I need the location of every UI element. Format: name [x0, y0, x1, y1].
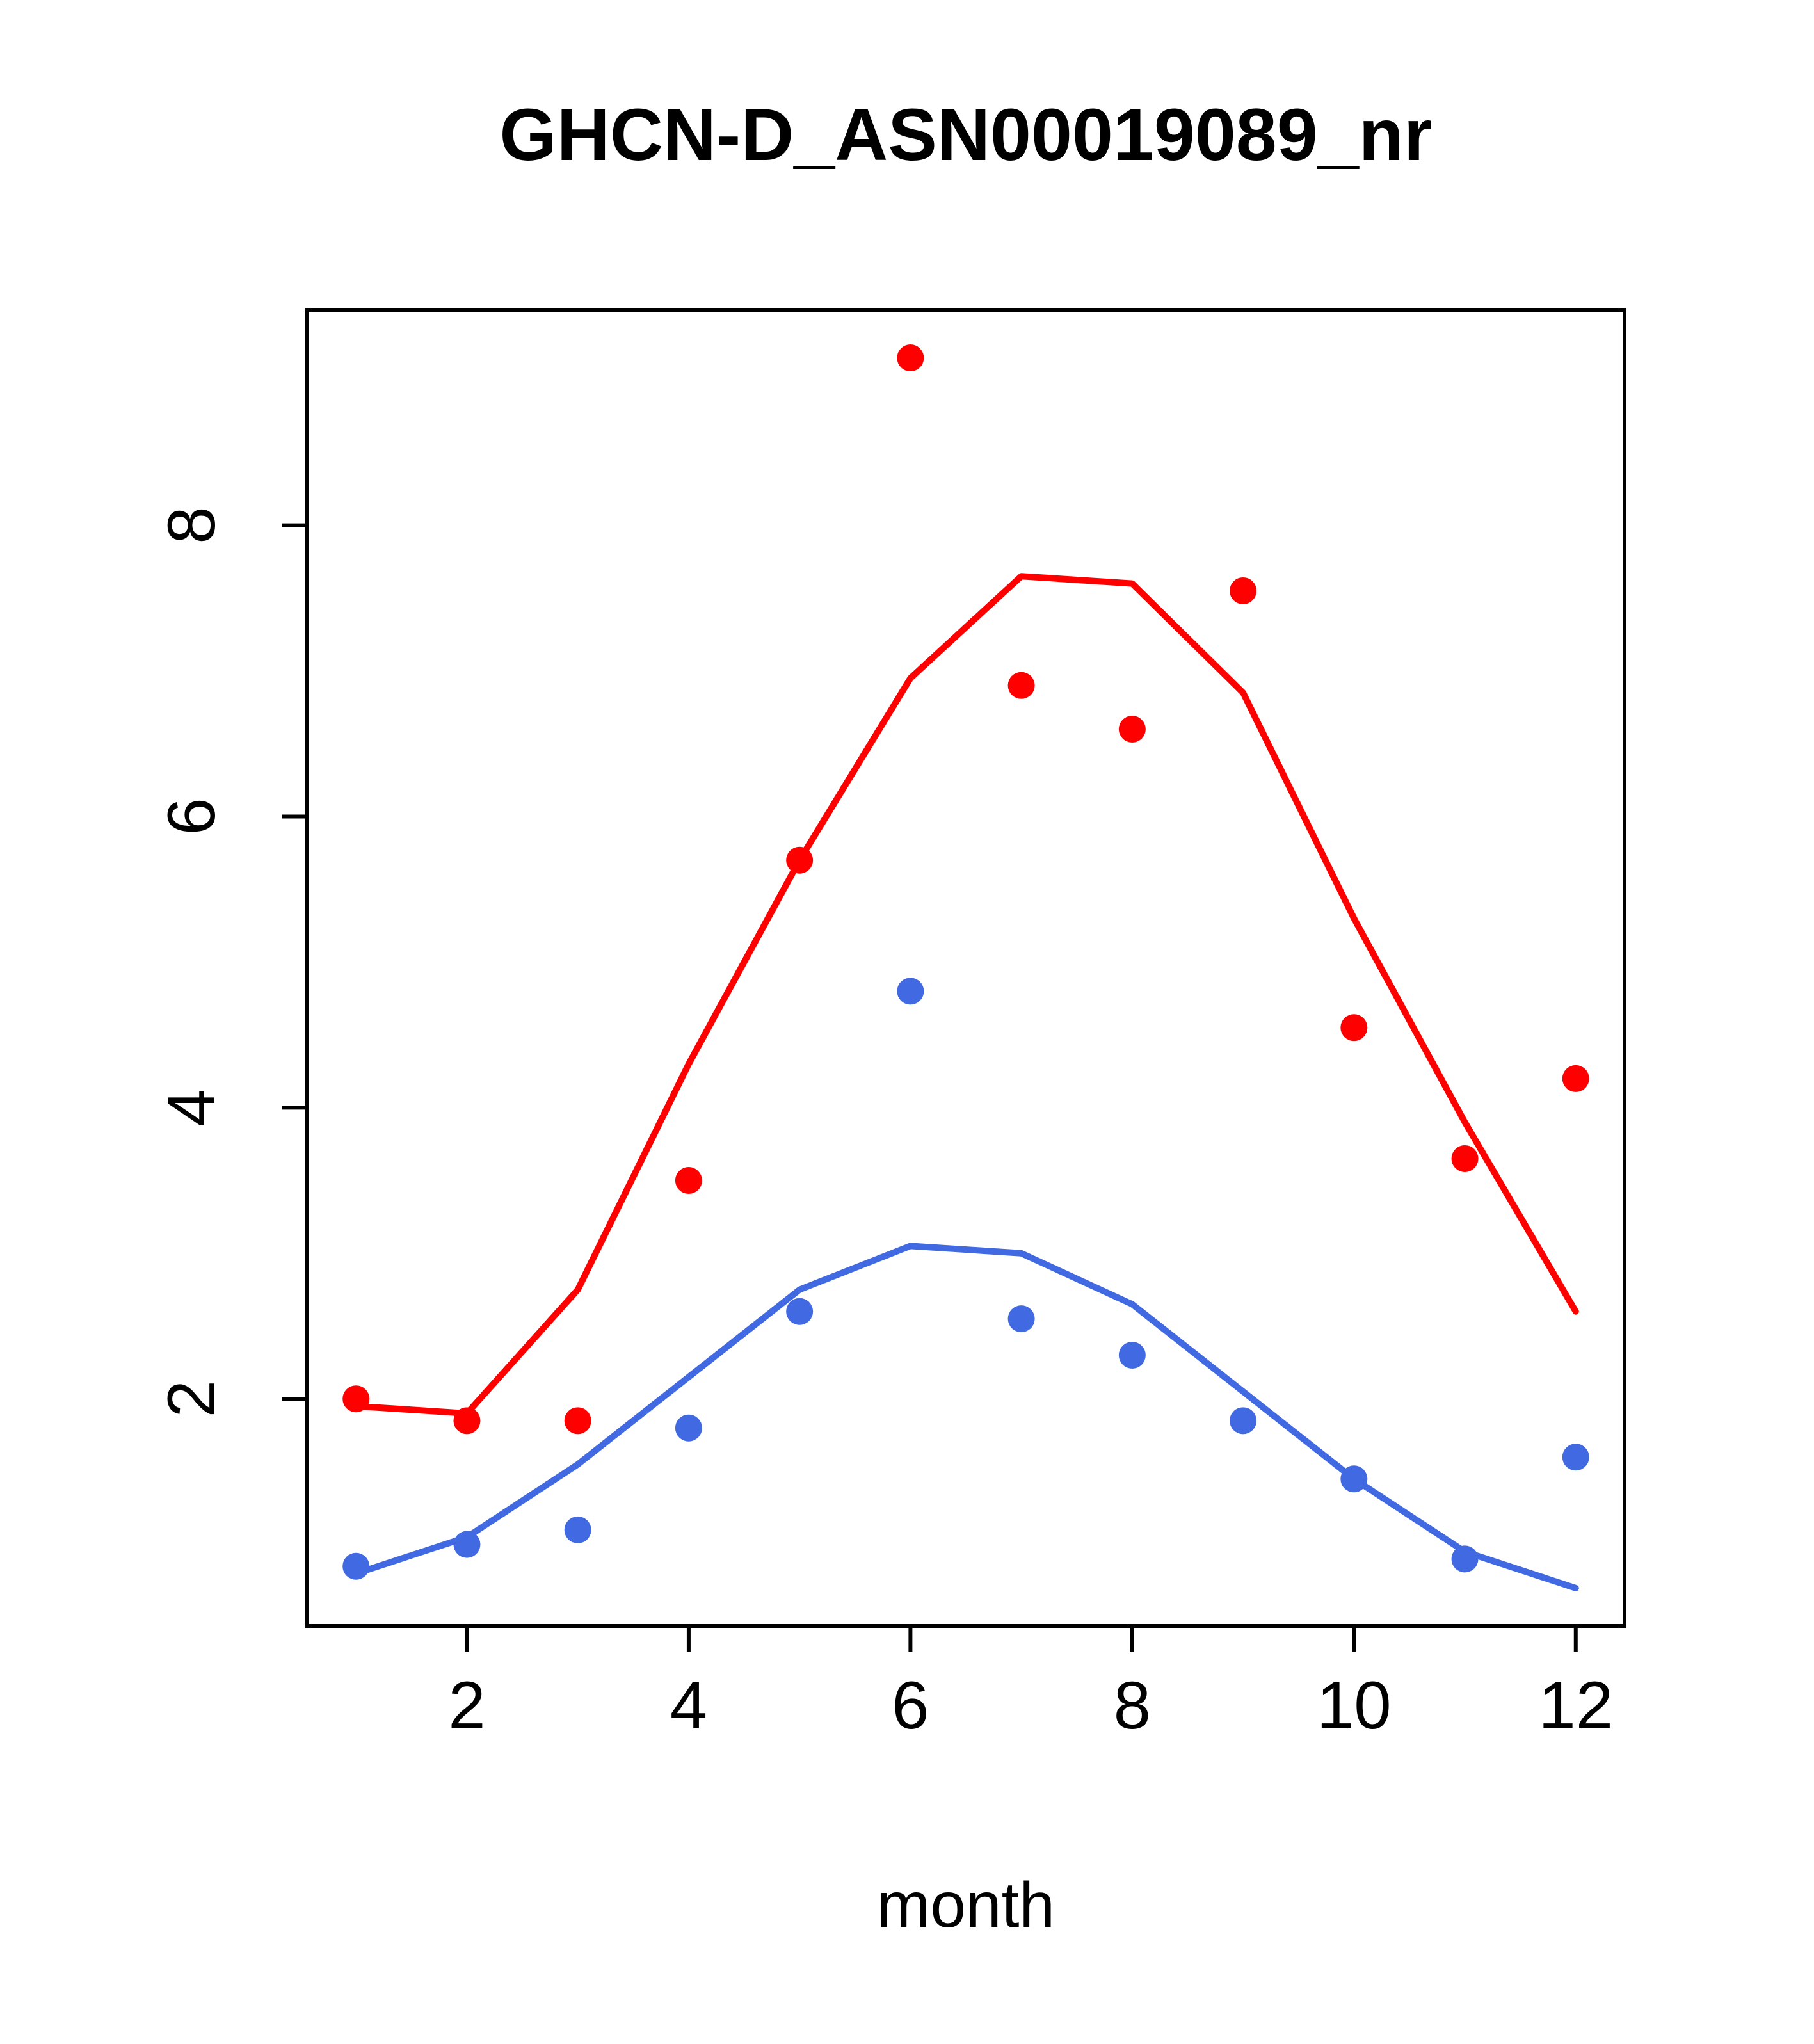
- red-monthly-points-marker: [786, 846, 814, 874]
- red-smooth-line: [353, 573, 1579, 1417]
- blue-smooth-line: [353, 1243, 1579, 1591]
- red-monthly-points-marker: [1230, 577, 1257, 604]
- red-monthly-points-marker: [1562, 1065, 1589, 1092]
- blue-monthly-points-marker: [897, 978, 924, 1005]
- x-tick-label: 10: [1317, 1668, 1392, 1743]
- x-tick-label: 12: [1538, 1668, 1613, 1743]
- red-monthly-points-marker: [564, 1407, 591, 1435]
- blue-monthly-points-marker: [1451, 1545, 1479, 1573]
- blue-monthly-points-marker: [1340, 1465, 1368, 1493]
- red-monthly-points-marker: [1340, 1014, 1368, 1042]
- blue-monthly-points-marker: [342, 1552, 370, 1580]
- blue-monthly-points-marker: [1118, 1341, 1146, 1369]
- red-monthly-points-marker: [897, 344, 924, 372]
- blue-monthly-points-marker: [564, 1516, 591, 1543]
- y-tick-label: 6: [154, 798, 229, 835]
- y-tick-label: 8: [154, 506, 229, 543]
- chart-title: GHCN-D_ASN00019089_nr: [499, 94, 1432, 176]
- red-monthly-points-marker: [675, 1167, 702, 1195]
- plot-area: 2 4 6 8 10 12 2 4 6 8: [154, 308, 1626, 1743]
- y-tick-label: 4: [154, 1089, 229, 1126]
- blue-monthly-points-marker: [1230, 1407, 1257, 1435]
- x-axis-label: month: [877, 1869, 1055, 1941]
- x-tick-label: 4: [670, 1668, 707, 1743]
- blue-monthly-points-marker: [453, 1531, 481, 1558]
- red-monthly-points-marker: [342, 1385, 370, 1413]
- x-tick-label: 2: [448, 1668, 485, 1743]
- red-monthly-points-marker: [1007, 672, 1035, 699]
- x-tick-label: 8: [1114, 1668, 1151, 1743]
- plot-box: [305, 308, 1626, 1628]
- red-monthly-points-marker: [1118, 716, 1146, 743]
- x-tick-label: 6: [892, 1668, 929, 1743]
- blue-monthly-points-marker: [1562, 1444, 1589, 1471]
- blue-monthly-points-marker: [675, 1414, 702, 1442]
- red-monthly-points-marker: [1451, 1145, 1479, 1172]
- red-monthly-points-marker: [453, 1407, 481, 1435]
- blue-monthly-points-marker: [786, 1298, 814, 1325]
- y-tick-label: 2: [154, 1380, 229, 1417]
- blue-monthly-points-marker: [1007, 1305, 1035, 1333]
